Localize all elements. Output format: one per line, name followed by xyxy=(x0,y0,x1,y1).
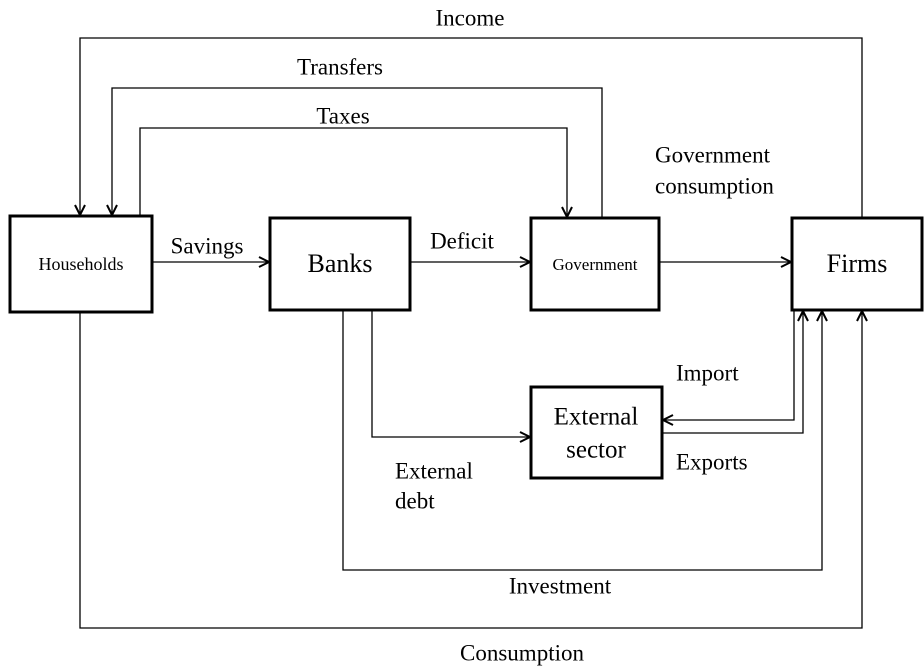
import-flow xyxy=(663,311,795,420)
node-label: Government xyxy=(553,255,638,274)
flow-label: Investment xyxy=(509,573,612,598)
consumption-flow xyxy=(79,311,862,629)
flow-label: Government xyxy=(655,142,771,167)
government-box xyxy=(529,216,661,312)
banks-box xyxy=(268,216,412,312)
node-label: External xyxy=(554,404,639,431)
flow-label: External xyxy=(395,458,473,483)
income-flow xyxy=(80,37,863,218)
flow-label: Transfers xyxy=(297,54,383,79)
flow-label: consumption xyxy=(655,173,774,198)
households-box xyxy=(8,214,154,314)
flow-label: Taxes xyxy=(316,103,369,128)
flow-label: Deficit xyxy=(430,228,494,253)
flow-label: Import xyxy=(676,360,739,385)
transfers-flow xyxy=(112,87,603,218)
firms-box xyxy=(790,216,924,312)
external-debt-flow xyxy=(371,310,530,437)
node-label: Banks xyxy=(308,249,373,278)
investment-flow xyxy=(342,310,822,571)
flow-label: Exports xyxy=(676,449,748,474)
node-label: Households xyxy=(39,254,124,274)
taxes-flow xyxy=(139,127,567,217)
external-sector-box xyxy=(529,385,664,480)
exports-flow xyxy=(662,311,803,434)
node-label: Firms xyxy=(827,249,888,278)
node-label: sector xyxy=(566,437,626,464)
flow-label: Savings xyxy=(171,233,244,258)
flow-label: Consumption xyxy=(460,640,584,665)
flow-label: Income xyxy=(436,5,505,30)
flow-label: debt xyxy=(395,488,435,513)
